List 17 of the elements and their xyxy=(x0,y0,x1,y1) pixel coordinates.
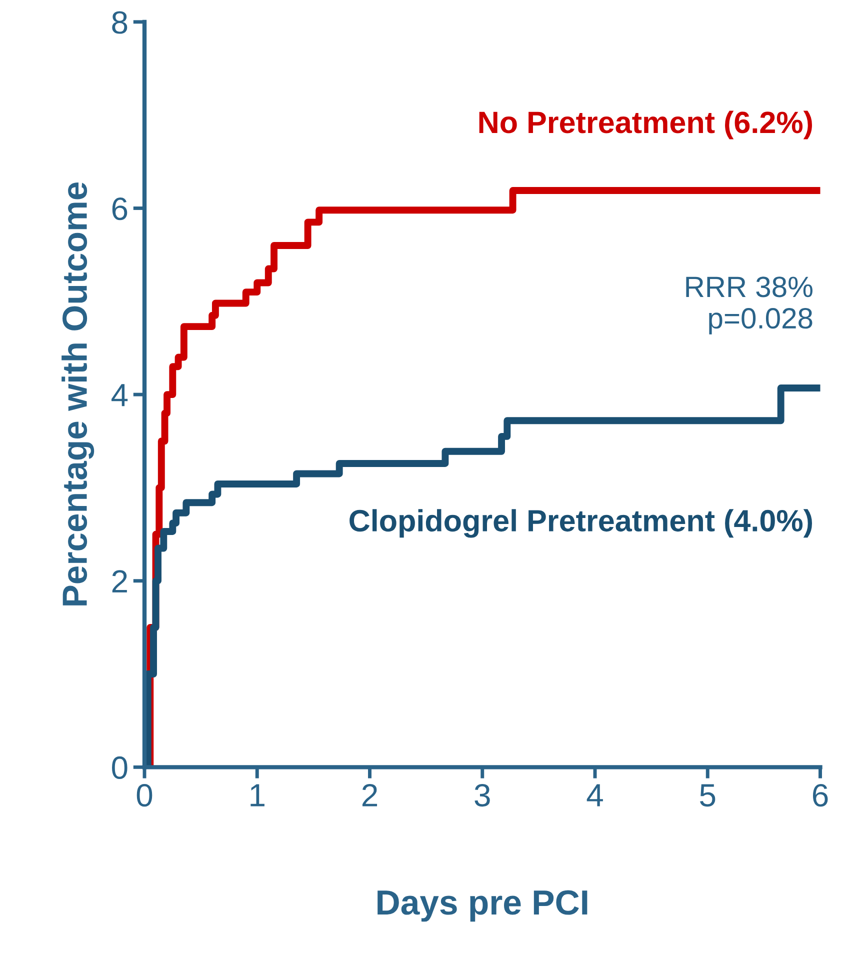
x-tick-label: 6 xyxy=(812,784,828,807)
annotation: RRR 38% p=0.028 xyxy=(686,276,812,334)
series-label: No Pretreatment (6.2%) xyxy=(479,110,812,140)
x-tick-label: 2 xyxy=(362,784,378,806)
y-tick-label: 0 xyxy=(112,756,128,780)
x-tick-label: 5 xyxy=(700,784,716,807)
series-label: Clopidogrel Pretreatment (4.0%) xyxy=(350,509,812,538)
x-tick-label: 1 xyxy=(250,784,264,806)
x-tick-label: 4 xyxy=(586,784,603,806)
y-tick-label: 6 xyxy=(112,198,128,220)
x-axis-title: Days pre PCI xyxy=(378,890,588,922)
y-tick-label: 2 xyxy=(112,570,127,592)
y-tick-label: 8 xyxy=(112,11,128,34)
x-tick-label: 3 xyxy=(474,784,490,807)
y-axis-title: Percentage with Outcome xyxy=(62,182,94,606)
y-tick-label: 4 xyxy=(111,384,128,406)
x-tick-label: 0 xyxy=(136,784,152,807)
